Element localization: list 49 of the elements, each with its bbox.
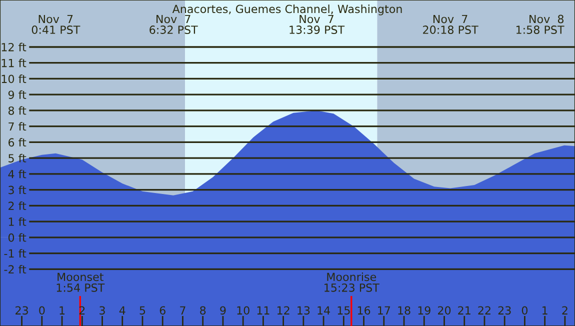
x-tick-label: 4 (119, 306, 126, 314)
x2-tick-label: Nov 7 13:39 PST (290, 14, 345, 34)
x-tick-label: 18 (398, 306, 410, 315)
y-tick-label: 10 ft (2, 74, 26, 84)
x-tick-label: 14 (318, 306, 330, 314)
x-tick-label: 21 (458, 306, 470, 314)
x-tick-label: 13 (298, 306, 310, 315)
x2-tick-label: Nov 7 0:41 PST (32, 14, 80, 34)
y-tick-label: 8 ft (8, 106, 26, 115)
x-tick-label: 22 (478, 306, 490, 314)
y-tick-label: 11 ft (2, 58, 26, 68)
x-tick-label: 9 (220, 306, 226, 315)
x-tick-label: 1 (60, 306, 65, 314)
x-tick-label: 17 (378, 306, 390, 314)
x2-tick-label: Nov 8 1:58 PST (516, 14, 564, 34)
x-tick-label: 16 (358, 306, 370, 315)
x-tick-label: 19 (418, 306, 430, 315)
y-tick-label: 12 ft (2, 42, 26, 52)
x-tick-label: 5 (140, 306, 146, 315)
x-tick-label: 23 (16, 306, 28, 315)
y-tick-label: -2 ft (4, 264, 26, 274)
x-tick-label: 0 (522, 306, 528, 315)
x-tick-label: 3 (100, 306, 105, 315)
x-tick-label: 20 (438, 306, 451, 315)
y-tick-label: 9 ft (8, 90, 26, 99)
ref-line-label: Moonrise 15:23 PST (324, 272, 380, 292)
x-tick-label: 12 (277, 306, 290, 314)
x-tick-label: 2 (562, 306, 568, 314)
x-tick-label: 10 (237, 306, 250, 315)
y-tick-label: 1 ft (8, 217, 26, 226)
x-tick-label: 11 (257, 306, 270, 314)
y-tick-label: -1 ft (4, 249, 26, 258)
x2-tick-label: Nov 7 6:32 PST (150, 14, 198, 34)
x-tick-label: 7 (180, 306, 186, 314)
ref-line-label: Moonset 1:54 PST (56, 272, 105, 292)
x-tick-label: 8 (200, 306, 206, 315)
y-tick-label: 4 ft (8, 170, 26, 178)
chart-title: Anacortes, Guemes Channel, Washington (172, 4, 402, 16)
x-tick-label: 1 (542, 306, 548, 314)
y-tick-label: 7 ft (8, 122, 26, 131)
y-tick-label: 2 ft (8, 201, 26, 210)
y-tick-label: 0 ft (8, 233, 26, 242)
x-tick-label: 23 (498, 306, 511, 315)
y-tick-label: 3 ft (8, 186, 26, 194)
y-tick-label: 6 ft (8, 138, 26, 147)
x-tick-label: 6 (160, 306, 166, 315)
x-tick-label: 0 (39, 306, 45, 315)
x2-tick-label: Nov 7 20:18 PST (423, 14, 478, 34)
x-tick-label: 15 (338, 306, 350, 315)
